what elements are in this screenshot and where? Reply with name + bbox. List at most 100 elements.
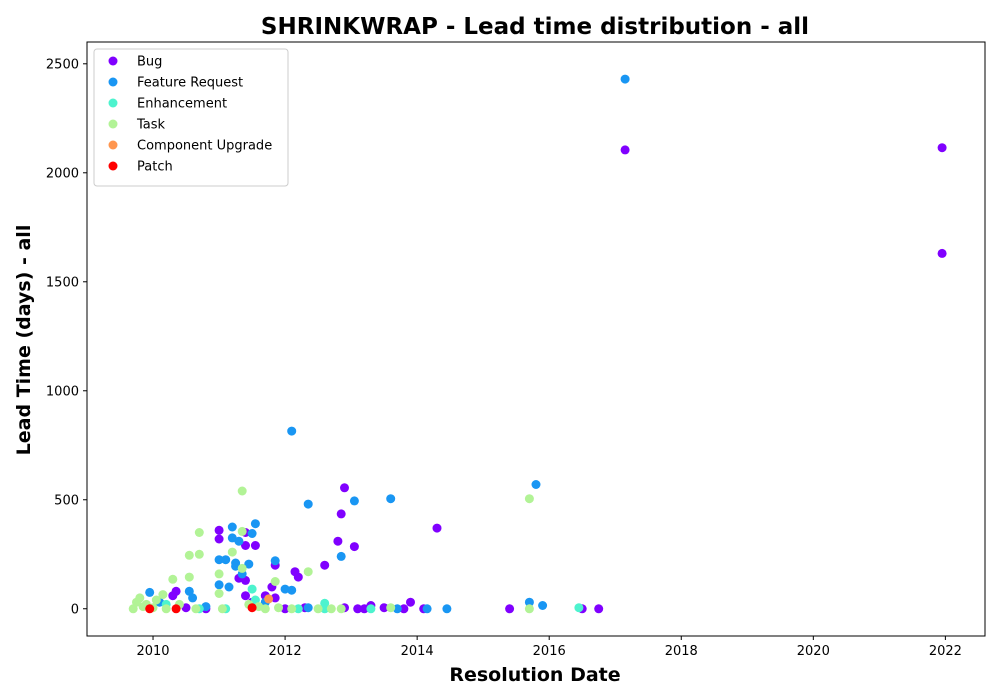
data-point [214, 569, 224, 579]
data-point [250, 541, 260, 550]
data-point [214, 589, 224, 598]
data-point [293, 572, 303, 582]
data-point [505, 604, 515, 614]
data-point [224, 582, 234, 592]
chart-title: SHRINKWRAP - Lead time distribution - al… [261, 14, 809, 40]
data-point [293, 604, 303, 614]
x-tick-label: 2016 [533, 644, 566, 659]
legend-marker [108, 161, 118, 171]
x-axis-label: Resolution Date [449, 664, 620, 686]
legend-label: Bug [137, 55, 162, 70]
data-point [244, 559, 254, 569]
data-point [399, 604, 409, 614]
data-point [320, 560, 330, 570]
y-tick-label: 2500 [46, 57, 79, 72]
legend-marker [108, 98, 118, 108]
y-tick-label: 0 [71, 602, 79, 617]
legend-label: Enhancement [137, 97, 227, 112]
data-point [620, 145, 630, 155]
data-point [158, 590, 168, 600]
data-point [270, 556, 280, 566]
y-tick-label: 1000 [46, 384, 79, 399]
data-point [250, 519, 260, 529]
data-point [524, 494, 534, 504]
data-point [214, 525, 224, 535]
data-point [303, 499, 313, 509]
data-point [333, 536, 343, 546]
data-point [313, 604, 323, 614]
data-point [171, 586, 181, 596]
data-point [237, 486, 247, 496]
x-tick-label: 2014 [401, 644, 434, 659]
data-point [524, 597, 534, 607]
data-points [128, 74, 947, 614]
data-point [241, 541, 250, 550]
data-point [151, 595, 161, 605]
data-point [214, 555, 224, 565]
data-point [274, 603, 283, 613]
legend-marker [108, 119, 118, 129]
x-tick-label: 2020 [797, 644, 830, 659]
data-point [524, 604, 534, 614]
data-point [241, 591, 250, 601]
data-point [442, 604, 452, 614]
data-point [237, 563, 247, 573]
data-point [386, 603, 396, 613]
data-point [937, 143, 947, 153]
legend-label: Patch [137, 160, 173, 175]
data-point [171, 604, 181, 614]
data-point [287, 585, 297, 595]
data-point [214, 534, 224, 544]
data-point [184, 572, 194, 582]
x-tick-label: 2022 [929, 644, 962, 659]
data-point [336, 604, 346, 614]
legend: Bug Feature Request Enhancement Task Compone… [93, 48, 289, 187]
data-point [287, 426, 297, 436]
data-point [379, 603, 389, 613]
legend-label: Task [136, 118, 166, 133]
data-point [422, 604, 432, 614]
data-point [194, 528, 204, 537]
data-point [336, 509, 346, 519]
axis-ticks: 2010 2012 2014 2016 2018 2020 2022 0 500 1000 1500… [46, 57, 962, 659]
data-point [221, 555, 231, 565]
y-tick-label: 2000 [46, 166, 79, 181]
legend-label: Component Upgrade [137, 139, 272, 154]
data-point [366, 604, 376, 614]
data-point [260, 604, 270, 614]
data-point [227, 522, 237, 532]
data-point [188, 593, 198, 603]
data-point [432, 523, 442, 533]
legend-marker [108, 77, 118, 87]
data-point [353, 604, 363, 614]
data-point [531, 480, 541, 489]
data-point [227, 547, 237, 557]
data-point [349, 496, 359, 506]
data-point [538, 601, 548, 610]
x-tick-label: 2018 [665, 644, 698, 659]
data-point [326, 604, 336, 614]
legend-marker [108, 140, 118, 150]
data-point [270, 577, 280, 586]
data-point [349, 542, 359, 552]
data-point [303, 567, 313, 577]
data-point [247, 584, 257, 594]
y-axis-label: Lead Time (days) - all [13, 225, 35, 456]
plot-area-frame [86, 41, 986, 637]
data-point [574, 603, 584, 613]
data-point [194, 549, 204, 559]
data-point [145, 587, 155, 597]
data-point [184, 550, 194, 560]
x-tick-label: 2010 [136, 644, 169, 659]
data-point [217, 604, 227, 614]
y-tick-label: 1500 [46, 275, 79, 290]
data-point [234, 536, 244, 546]
data-point [247, 603, 257, 613]
data-point [406, 597, 415, 607]
data-point [161, 604, 171, 614]
legend-label: Feature Request [137, 76, 243, 91]
data-point [145, 604, 155, 614]
data-point [135, 593, 145, 603]
data-point [214, 580, 224, 590]
